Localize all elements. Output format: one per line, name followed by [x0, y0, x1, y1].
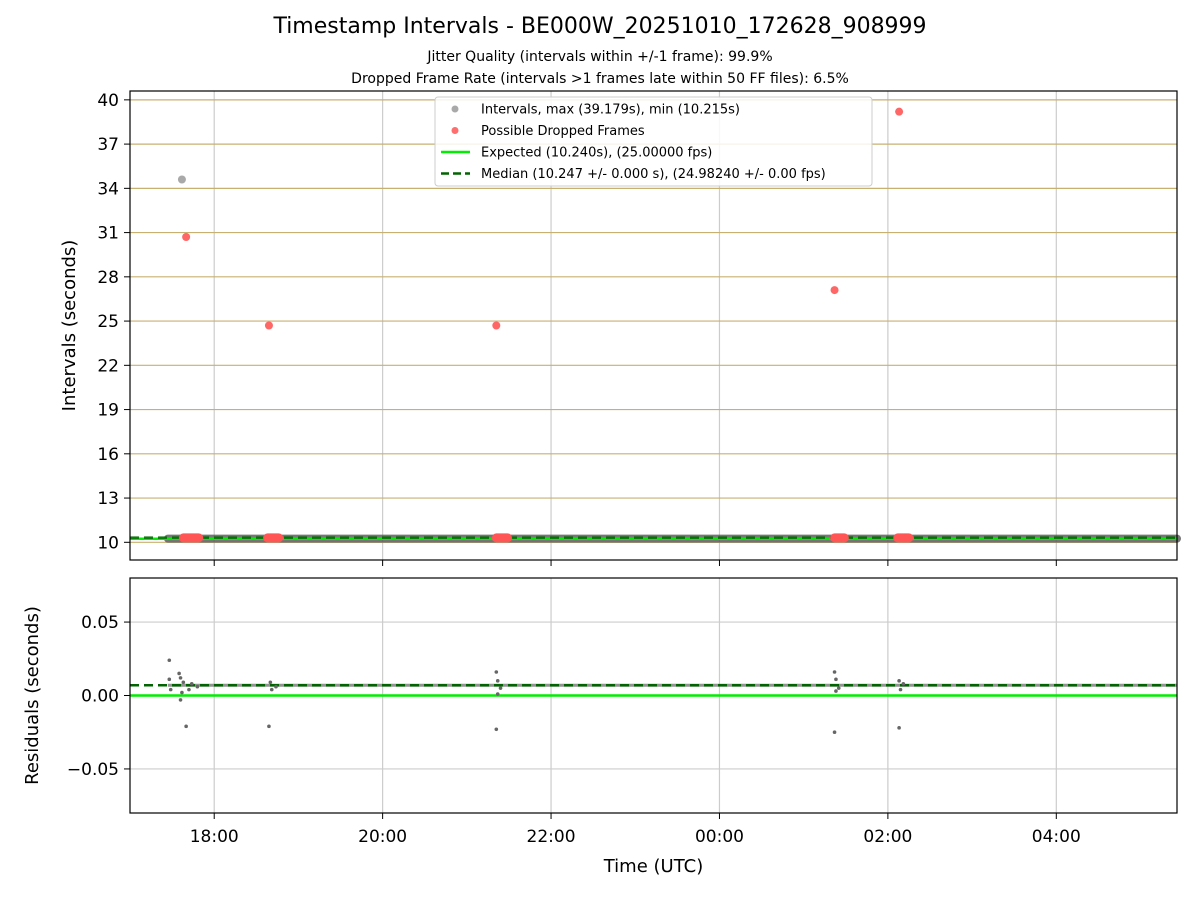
residual-point — [898, 687, 903, 692]
residual-point — [267, 724, 271, 729]
residuals-frame — [129, 577, 1178, 814]
residual-point — [269, 687, 274, 692]
residual-point — [832, 730, 837, 735]
y-tick-label: 13 — [97, 489, 119, 509]
y-axis-label: Residuals (seconds) — [22, 606, 43, 785]
residual-point — [836, 686, 841, 690]
y-tick-label: 16 — [97, 445, 119, 465]
x-tick-label: 04:00 — [1032, 827, 1081, 847]
y-tick-label: 37 — [97, 135, 119, 155]
residual-point — [181, 680, 186, 685]
x-tick-label: 22:00 — [527, 827, 576, 847]
legend-label: Median (10.247 +/- 0.000 s), (24.98240 +… — [481, 167, 826, 182]
residual-point — [834, 677, 838, 682]
legend-marker — [451, 127, 459, 134]
y-tick-label: −0.05 — [67, 760, 119, 780]
residual-point — [495, 679, 500, 683]
legend-label: Possible Dropped Frames — [481, 124, 645, 139]
residual-point — [178, 676, 183, 680]
dropped-frame-subtitle: Dropped Frame Rate (intervals >1 frames … — [351, 71, 849, 87]
intervals-frame — [129, 90, 1178, 561]
x-axis-label: Time (UTC) — [603, 856, 704, 877]
residual-point — [187, 687, 191, 692]
y-tick-label: 22 — [97, 356, 119, 376]
residual-point — [178, 698, 183, 702]
legend-label: Expected (10.240s), (25.00000 fps) — [481, 146, 712, 161]
dropped-frame-point — [895, 107, 904, 116]
legend-box — [434, 96, 873, 187]
residual-point — [494, 670, 499, 674]
residual-point — [897, 726, 901, 730]
y-tick-label: 25 — [97, 312, 119, 332]
residual-point — [901, 681, 906, 686]
residual-point — [184, 724, 188, 729]
residual-point — [167, 658, 172, 663]
y-tick-label: 10 — [97, 533, 119, 553]
intervals-panel: 10 13 16 19 22 25 28 31 34 37 40 Intervals (seconds… — [59, 90, 1181, 566]
residual-point — [195, 684, 200, 689]
dropped-frame-point — [492, 321, 501, 330]
residual-point — [167, 677, 172, 682]
chart-title: Timestamp Intervals - BE000W_20251010_17… — [273, 14, 927, 39]
legend-label: Intervals, max (39.179s), min (10.215s) — [481, 103, 740, 118]
residuals-panel: −0.05 0.00 0.05 18:00 20:00 22:00 00:00 02:00 04… — [22, 577, 1178, 877]
residual-point — [177, 671, 181, 676]
residual-point — [495, 692, 500, 696]
residual-point — [189, 681, 194, 686]
dropped-frame-point — [830, 286, 839, 295]
residual-point — [268, 680, 273, 685]
residual-point — [498, 686, 503, 690]
dropped-frame-point — [264, 321, 273, 330]
x-tick-label: 18:00 — [190, 827, 239, 847]
y-tick-label: 28 — [97, 268, 119, 288]
residual-point — [274, 684, 278, 689]
x-tick-label: 00:00 — [695, 827, 744, 847]
y-tick-label: 31 — [97, 224, 119, 244]
y-tick-label: 0.00 — [81, 687, 119, 707]
x-tick-label: 20:00 — [358, 827, 407, 847]
residual-point — [897, 679, 901, 683]
legend: Intervals, max (39.179s), min (10.215s) P… — [434, 96, 873, 187]
y-tick-label: 19 — [97, 401, 119, 421]
legend-marker — [451, 105, 459, 113]
residual-point — [180, 690, 184, 695]
x-tick-label: 02:00 — [863, 827, 912, 847]
residual-point — [494, 727, 499, 732]
y-tick-label: 40 — [97, 91, 119, 111]
y-tick-label: 0.05 — [81, 613, 119, 633]
residual-point — [832, 670, 837, 674]
interval-point — [177, 175, 186, 184]
jitter-quality-subtitle: Jitter Quality (intervals within +/-1 fr… — [427, 49, 773, 65]
residual-point — [834, 689, 838, 693]
y-tick-label: 34 — [97, 179, 119, 199]
y-axis-label: Intervals (seconds) — [59, 240, 80, 412]
dropped-frame-point — [182, 233, 191, 242]
residual-point — [168, 687, 173, 692]
